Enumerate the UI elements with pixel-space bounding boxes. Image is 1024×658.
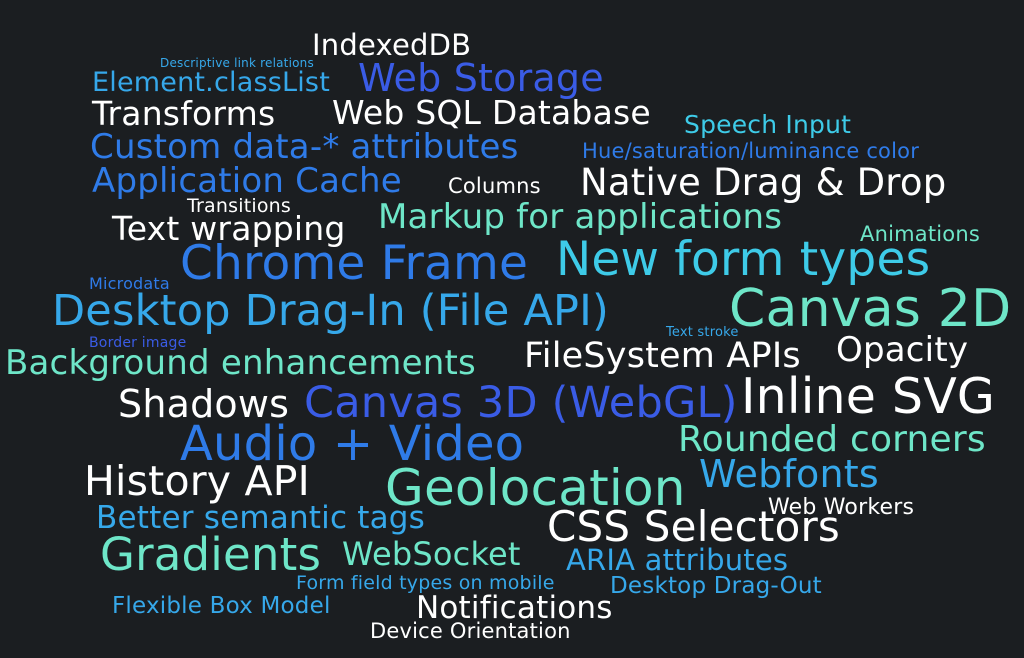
word-indexeddb: IndexedDB bbox=[312, 28, 472, 62]
word-chrome-frame: Chrome Frame bbox=[180, 236, 529, 291]
word-custom-data-attributes: Custom data-* attributes bbox=[90, 127, 519, 167]
word-border-image: Border image bbox=[89, 335, 187, 351]
word-aria-attributes: ARIA attributes bbox=[566, 543, 789, 577]
word-web-sql-database: Web SQL Database bbox=[332, 93, 651, 132]
word-notifications: Notifications bbox=[416, 590, 613, 626]
word-canvas-3d-webgl: Canvas 3D (WebGL) bbox=[304, 378, 738, 428]
word-flexible-box-model: Flexible Box Model bbox=[112, 593, 331, 619]
word-application-cache: Application Cache bbox=[92, 161, 402, 201]
word-transforms: Transforms bbox=[92, 94, 276, 133]
word-hue-saturation-luminance: Hue/saturation/luminance color bbox=[582, 139, 920, 163]
word-css-selectors: CSS Selectors bbox=[547, 502, 841, 551]
word-audio-video: Audio + Video bbox=[180, 416, 525, 472]
word-shadows: Shadows bbox=[118, 382, 290, 426]
word-desktop-drag-in: Desktop Drag-In (File API) bbox=[52, 286, 609, 336]
word-columns: Columns bbox=[448, 174, 541, 198]
word-form-field-types-mobile: Form field types on mobile bbox=[296, 572, 555, 594]
word-text-wrapping: Text wrapping bbox=[112, 209, 346, 248]
word-native-drag-drop: Native Drag & Drop bbox=[580, 161, 947, 204]
word-background-enhancements: Background enhancements bbox=[5, 343, 476, 383]
word-gradients: Gradients bbox=[100, 528, 322, 581]
word-webfonts: Webfonts bbox=[699, 452, 879, 496]
word-text-stroke: Text stroke bbox=[666, 325, 739, 340]
word-desktop-drag-out: Desktop Drag-Out bbox=[610, 573, 822, 599]
word-descriptive-link-relations: Descriptive link relations bbox=[160, 56, 314, 70]
word-websocket: WebSocket bbox=[342, 535, 521, 573]
word-element-classlist: Element.classList bbox=[92, 67, 330, 98]
word-inline-svg: Inline SVG bbox=[741, 368, 996, 425]
word-geolocation: Geolocation bbox=[385, 459, 686, 517]
word-transitions: Transitions bbox=[187, 195, 291, 217]
word-filesystem-apis: FileSystem APIs bbox=[524, 336, 801, 376]
word-history-api: History API bbox=[84, 457, 310, 505]
word-microdata: Microdata bbox=[89, 274, 170, 293]
word-new-form-types: New form types bbox=[556, 232, 931, 287]
word-web-storage: Web Storage bbox=[358, 56, 604, 100]
word-device-orientation: Device Orientation bbox=[370, 619, 571, 643]
word-markup-for-applications: Markup for applications bbox=[378, 197, 783, 237]
word-speech-input: Speech Input bbox=[684, 110, 852, 139]
word-animations: Animations bbox=[860, 222, 981, 246]
word-canvas-2d: Canvas 2D bbox=[729, 279, 1012, 339]
word-better-semantic-tags: Better semantic tags bbox=[96, 500, 426, 536]
word-web-workers: Web Workers bbox=[768, 495, 915, 520]
word-rounded-corners: Rounded corners bbox=[678, 419, 986, 460]
word-opacity: Opacity bbox=[836, 330, 969, 370]
